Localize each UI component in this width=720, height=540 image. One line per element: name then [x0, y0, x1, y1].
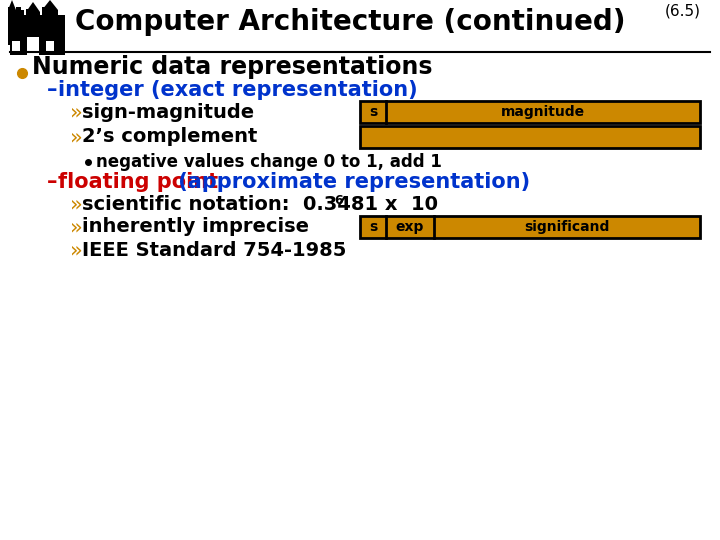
Text: exp: exp: [396, 220, 424, 234]
Text: floating point: floating point: [58, 172, 218, 192]
Bar: [360, 126, 700, 148]
Bar: [360, 216, 700, 238]
Text: 6: 6: [334, 193, 343, 206]
Text: magnitude: magnitude: [501, 105, 585, 119]
Bar: [42, 7, 47, 13]
Bar: [360, 101, 700, 123]
Bar: [12, 41, 20, 53]
Text: s: s: [369, 220, 377, 234]
Text: »: »: [70, 217, 83, 237]
Bar: [16, 7, 21, 13]
Text: significand: significand: [524, 220, 610, 234]
Text: –: –: [47, 80, 65, 100]
Text: 2’s complement: 2’s complement: [82, 127, 257, 146]
Text: »: »: [70, 240, 83, 260]
Text: (6.5): (6.5): [665, 4, 701, 19]
Text: negative values change 0 to 1, add 1: negative values change 0 to 1, add 1: [96, 153, 442, 171]
Text: sign-magnitude: sign-magnitude: [82, 103, 254, 122]
Bar: [8, 7, 13, 13]
Bar: [46, 41, 54, 53]
Text: »: »: [70, 127, 83, 147]
Bar: [27, 37, 39, 55]
Text: integer (exact representation): integer (exact representation): [58, 80, 418, 100]
Text: Numeric data representations: Numeric data representations: [32, 55, 433, 79]
Polygon shape: [26, 2, 40, 12]
Bar: [8, 10, 24, 45]
Text: s: s: [369, 105, 377, 119]
Bar: [10, 15, 65, 55]
Polygon shape: [8, 0, 16, 10]
Text: »: »: [70, 194, 83, 214]
Bar: [26, 12, 40, 42]
Text: »: »: [70, 102, 83, 122]
Text: Computer Architecture (continued): Computer Architecture (continued): [75, 8, 626, 36]
Bar: [32, 9, 36, 15]
Text: inherently imprecise: inherently imprecise: [82, 218, 309, 237]
Polygon shape: [42, 0, 58, 10]
Text: (approximate representation): (approximate representation): [171, 172, 530, 192]
Bar: [42, 10, 58, 45]
Bar: [26, 9, 30, 15]
Text: IEEE Standard 754-1985: IEEE Standard 754-1985: [82, 240, 346, 260]
Bar: [50, 7, 55, 13]
Text: scientific notation:  0.3481 x  10: scientific notation: 0.3481 x 10: [82, 194, 438, 213]
Text: –: –: [47, 172, 65, 192]
